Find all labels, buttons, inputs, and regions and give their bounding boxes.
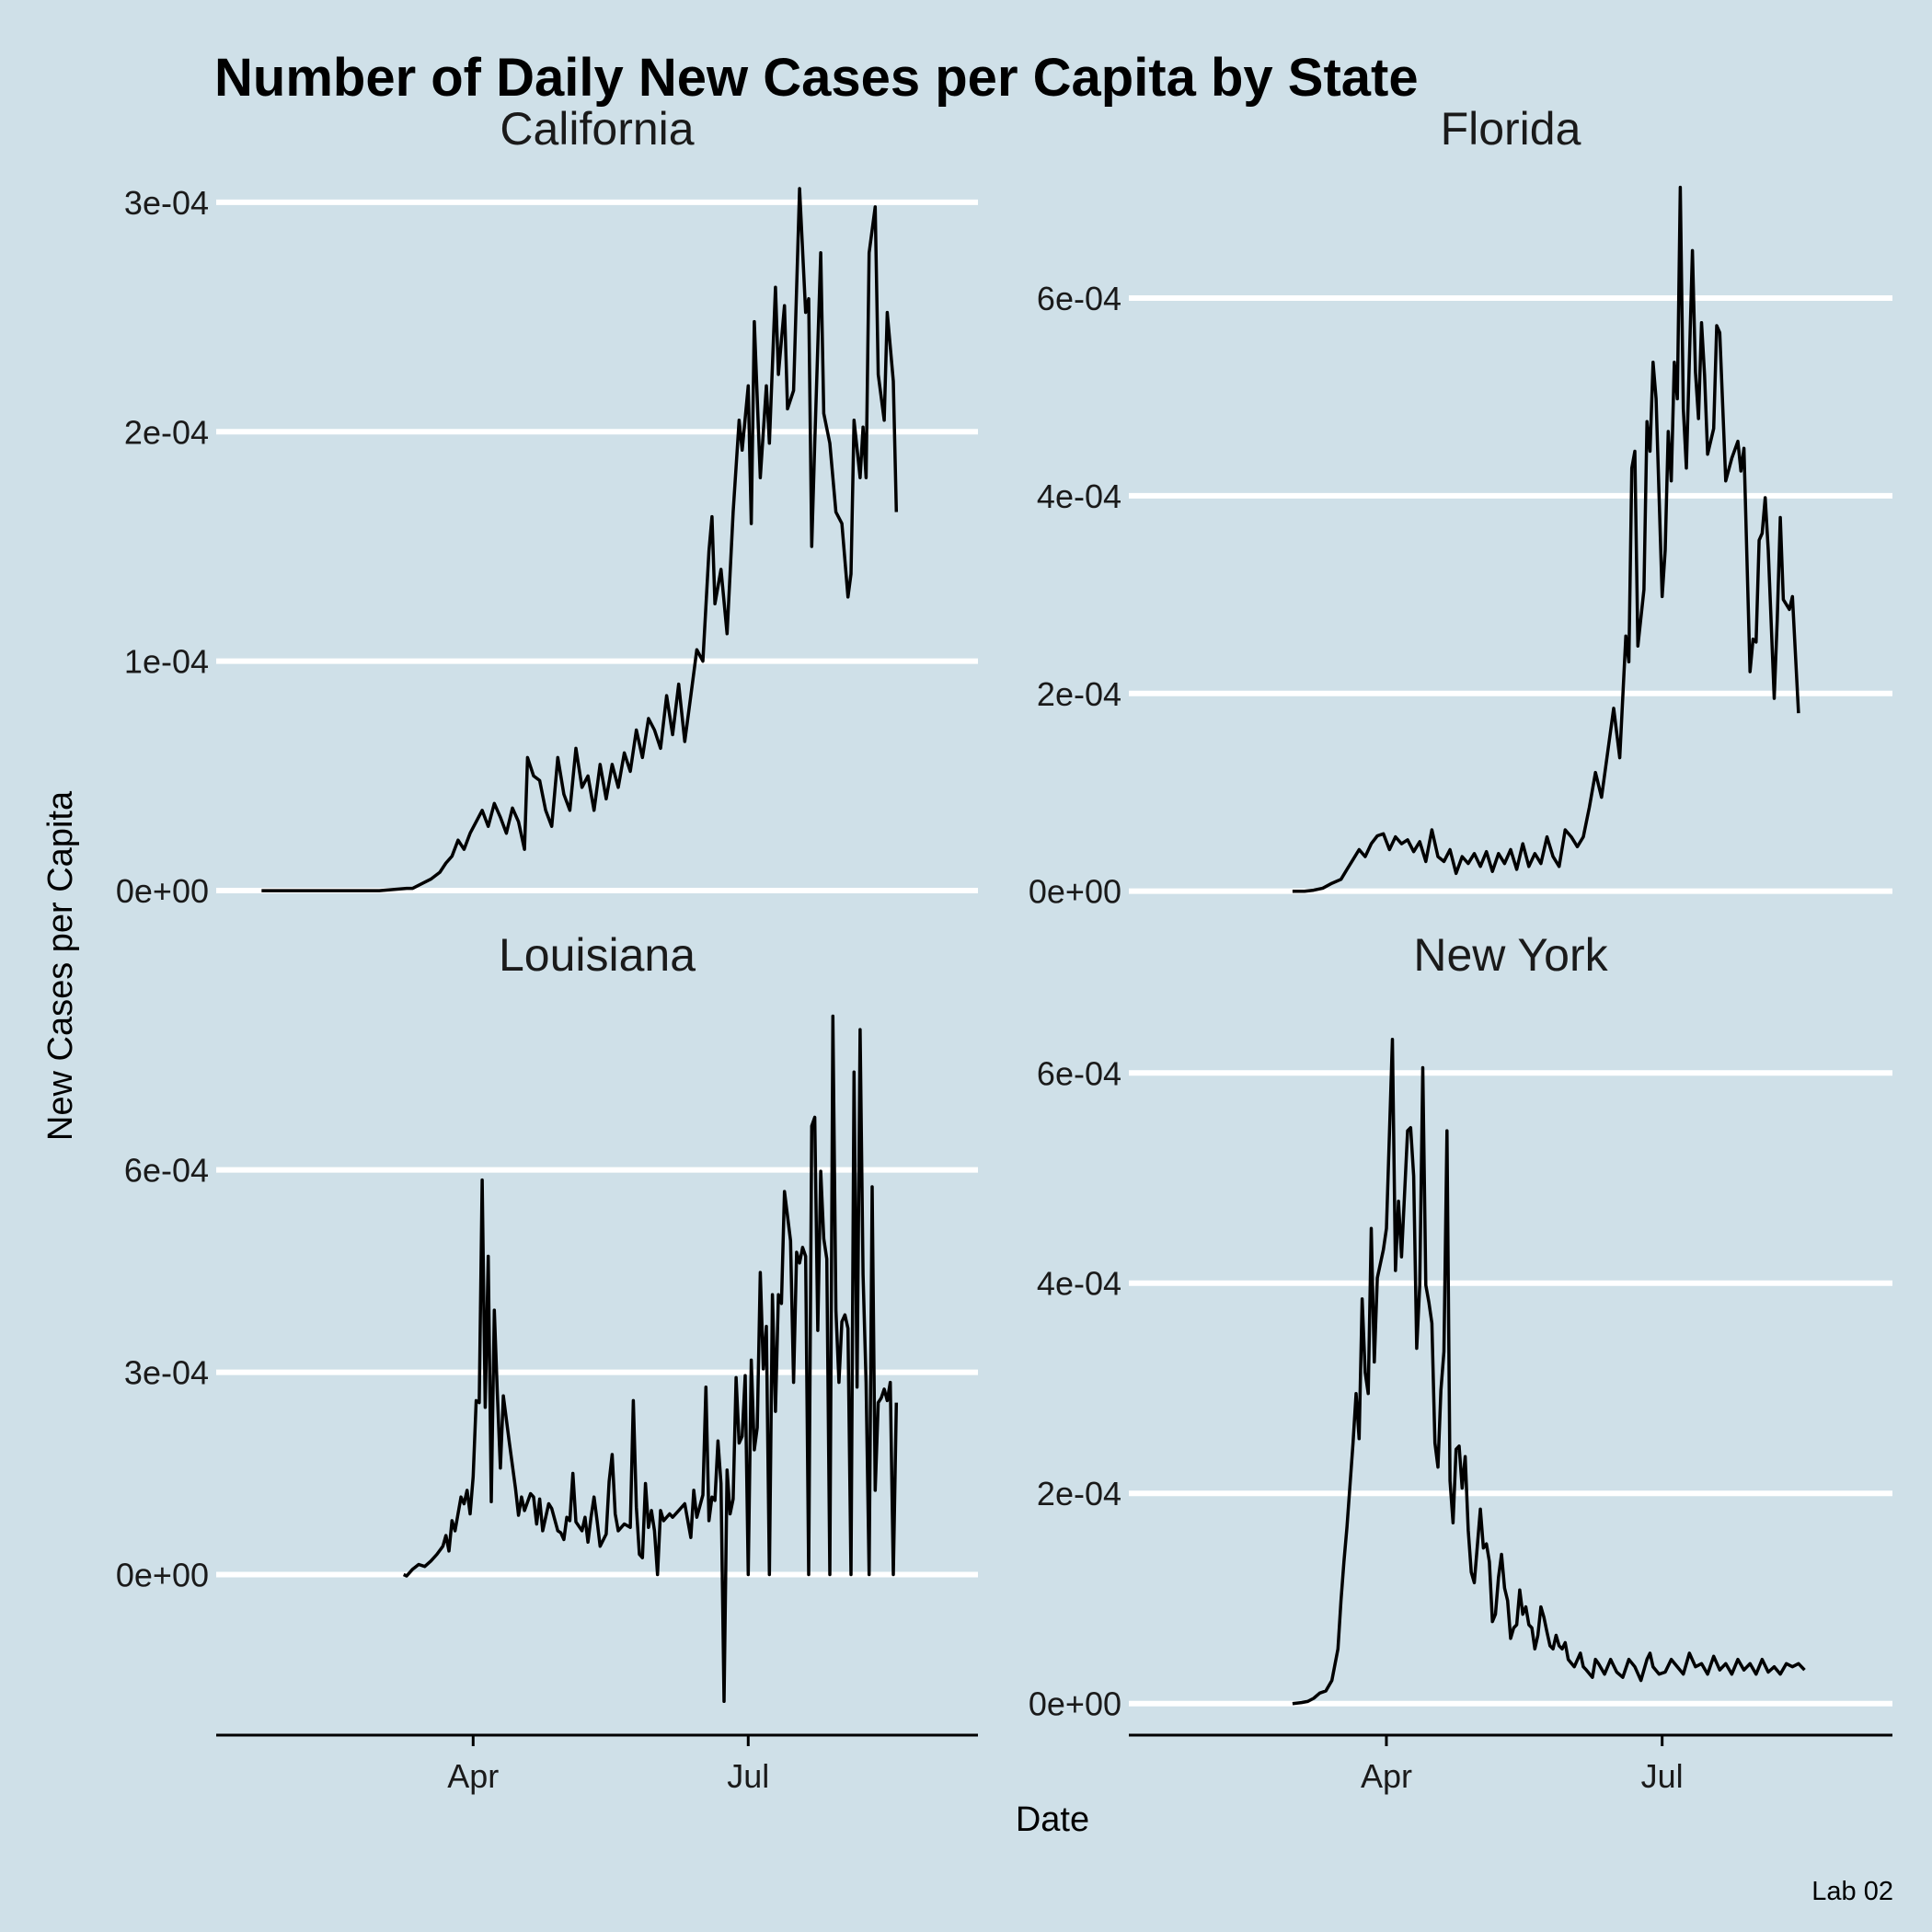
- y-axis-title: New Cases per Capita: [41, 790, 80, 1141]
- panels-container: California 0e+00 1e-04 2e-04 3e-04 Florida 0e+…: [116, 103, 1892, 1795]
- panel-california: California 0e+00 1e-04 2e-04 3e-04: [116, 103, 978, 910]
- y-tick-label-california: 2e-04: [124, 413, 209, 451]
- panel-title-california: California: [500, 103, 694, 155]
- chart-caption: Lab 02: [1811, 1877, 1893, 1906]
- y-tick-label-florida: 6e-04: [1037, 280, 1121, 317]
- y-tick-label-new-york: 6e-04: [1037, 1054, 1121, 1092]
- y-tick-label-california: 1e-04: [124, 643, 209, 681]
- series-line-louisiana: [402, 1014, 899, 1704]
- y-tick-label-louisiana: 0e+00: [116, 1557, 209, 1594]
- x-tick-label-louisiana: Apr: [447, 1757, 499, 1795]
- chart-title: Number of Daily New Cases per Capita by …: [214, 48, 1419, 108]
- panel-new-york: New York 0e+00 2e-04 4e-04 6e-04 Apr Jul: [1029, 929, 1892, 1795]
- y-tick-label-california: 3e-04: [124, 184, 209, 222]
- series-line-florida: [1292, 185, 1800, 893]
- panel-title-new-york: New York: [1413, 929, 1608, 981]
- y-tick-label-new-york: 0e+00: [1029, 1685, 1121, 1723]
- y-tick-label-louisiana: 3e-04: [124, 1354, 209, 1392]
- panel-title-louisiana: Louisiana: [499, 929, 696, 981]
- y-tick-label-florida: 2e-04: [1037, 675, 1121, 713]
- x-tick-label-new-york: Apr: [1361, 1757, 1412, 1795]
- x-tick-label-louisiana: Jul: [727, 1757, 769, 1795]
- x-tick-label-new-york: Jul: [1641, 1757, 1684, 1795]
- y-tick-label-california: 0e+00: [116, 872, 209, 910]
- y-tick-label-florida: 0e+00: [1029, 873, 1121, 911]
- y-tick-label-florida: 4e-04: [1037, 477, 1121, 515]
- y-tick-label-new-york: 4e-04: [1037, 1265, 1121, 1303]
- series-line-new-york: [1292, 1037, 1806, 1706]
- panel-florida: Florida 0e+00 2e-04 4e-04 6e-04: [1029, 103, 1892, 911]
- y-tick-label-louisiana: 6e-04: [124, 1152, 209, 1190]
- series-line-california: [261, 187, 899, 892]
- panel-title-florida: Florida: [1441, 103, 1581, 155]
- x-axis-title: Date: [1016, 1800, 1089, 1839]
- panel-louisiana: Louisiana 0e+00 3e-04 6e-04 Apr Jul: [116, 929, 978, 1795]
- y-tick-label-new-york: 2e-04: [1037, 1475, 1121, 1512]
